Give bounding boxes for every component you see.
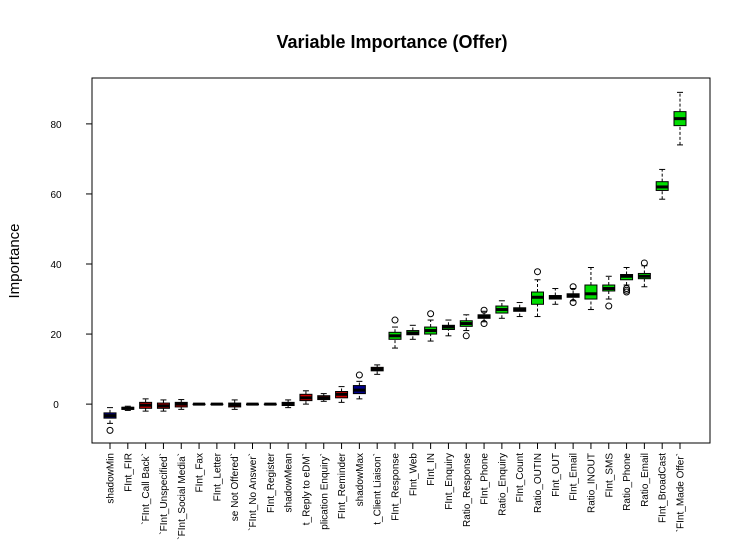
x-tick-label: FInt_BroadCast bbox=[658, 453, 669, 523]
x-tick-label: FInt_Enquiry bbox=[444, 453, 455, 510]
outlier bbox=[623, 288, 631, 296]
y-tick-label: 80 bbox=[50, 120, 62, 131]
x-tick-label: FInt_Register bbox=[266, 452, 277, 513]
x-tick-label: FInt_Email bbox=[569, 453, 580, 501]
x-tick-label: Ratio_OUTIN bbox=[533, 453, 544, 513]
outlier bbox=[640, 259, 648, 267]
x-tick-label: shadowMin bbox=[106, 453, 117, 504]
x-tick-label: Ratio_Phone bbox=[622, 453, 633, 511]
x-tick-label: `FInt_Call Back` bbox=[140, 453, 152, 525]
x-tick-label: FInt_IN bbox=[426, 453, 437, 486]
x-tick-label: FInt_OUT bbox=[551, 453, 562, 497]
outlier bbox=[391, 316, 399, 324]
x-tick-label: t_Client Liaison` bbox=[372, 453, 384, 525]
y-axis-label: Importance bbox=[6, 223, 23, 298]
outlier bbox=[355, 371, 363, 379]
outlier bbox=[605, 302, 613, 310]
outlier bbox=[569, 299, 577, 307]
y-tick-label: 0 bbox=[53, 400, 59, 411]
x-tick-label: FInt_Count bbox=[515, 453, 526, 503]
x-tick-label: FInt_Web bbox=[408, 453, 419, 497]
x-tick-label: Ratio_Response bbox=[462, 453, 473, 527]
x-tick-label: FInt_Phone bbox=[480, 453, 491, 505]
x-tick-label: FInt_SMS bbox=[604, 453, 615, 498]
outlier bbox=[480, 306, 488, 314]
x-tick-label: `FInt_No Answer` bbox=[247, 453, 259, 531]
x-tick-label: plication Enquiry` bbox=[318, 453, 330, 530]
outlier bbox=[480, 320, 488, 328]
x-tick-label: shadowMean bbox=[284, 453, 295, 512]
outlier bbox=[534, 268, 541, 276]
chart-title: Variable Importance (Offer) bbox=[276, 32, 507, 52]
x-tick-label: `FInt_Social Media` bbox=[176, 453, 188, 540]
x-tick-label: `FInt_Made Offer` bbox=[675, 453, 687, 532]
x-tick-label: shadowMax bbox=[355, 453, 366, 506]
x-tick-label: Ratio_Enquiry bbox=[497, 453, 508, 516]
outlier bbox=[462, 332, 470, 340]
x-tick-label: FInt_Response bbox=[391, 453, 402, 521]
x-tick-label: FInt_Reminder bbox=[337, 452, 348, 519]
x-tick-label: FInt_FIR bbox=[123, 453, 134, 492]
box bbox=[584, 284, 598, 300]
x-tick-label: t_Reply to eDM` bbox=[300, 453, 312, 525]
outlier bbox=[106, 426, 114, 434]
x-tick-label: Ratio_INOUT bbox=[586, 453, 597, 513]
y-tick-label: 20 bbox=[50, 330, 62, 341]
x-tick-label: Ratio_Email bbox=[640, 453, 651, 507]
outlier bbox=[569, 283, 577, 291]
x-tick-label: FInt_Letter bbox=[212, 452, 223, 501]
x-tick-label: se Not Offered` bbox=[229, 453, 241, 521]
y-tick-label: 40 bbox=[50, 260, 62, 271]
outlier bbox=[427, 310, 435, 318]
x-tick-label: FInt_Fax bbox=[195, 453, 206, 492]
y-tick-label: 60 bbox=[50, 190, 62, 201]
plot-frame bbox=[91, 77, 711, 444]
x-tick-label: `FInt_Unspecified` bbox=[158, 453, 170, 535]
